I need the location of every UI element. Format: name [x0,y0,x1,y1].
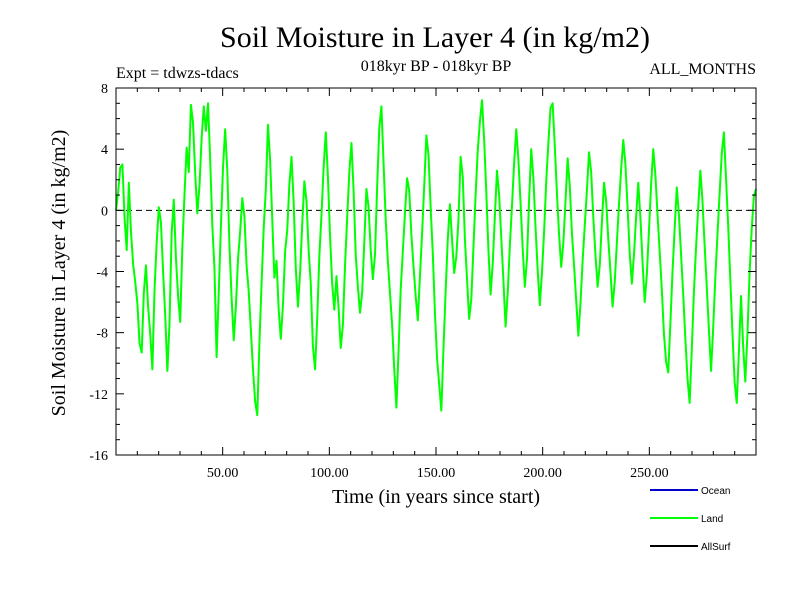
experiment-label: Expt = tdwzs-tdacs [116,65,239,82]
y-tick-label: 8 [101,82,108,97]
x-tick-label: 250.00 [630,466,669,481]
y-tick-label: -12 [89,388,108,403]
series-line-land [115,99,757,417]
y-tick-label: -4 [96,266,108,281]
y-axis-label: Soil Moisture in Layer 4 (in kg/m2) [48,130,70,417]
chart-subtitle: 018kyr BP - 018kyr BP [361,58,512,75]
y-tick-label: 0 [101,204,108,219]
legend-label-ocean: Ocean [701,486,730,497]
x-axis-label: Time (in years since start) [332,486,540,508]
months-label: ALL_MONTHS [649,61,756,78]
y-tick-label: -8 [96,327,108,342]
x-tick-label: 200.00 [523,466,562,481]
y-tick-label: -16 [89,449,108,464]
legend: Ocean Land AllSurf [650,486,731,553]
legend-label-land: Land [701,514,723,525]
x-tick-label: 150.00 [417,466,456,481]
x-tick-label: 50.00 [207,466,239,481]
axis-layer: -16 -12 -8 -4 0 4 8 50.00 100.00 150.00 200.00 250.… [89,82,757,481]
y-tick-label: 4 [101,143,108,158]
chart-title: Soil Moisture in Layer 4 (in kg/m2) [220,21,650,54]
legend-label-allsurf: AllSurf [701,542,731,553]
x-tick-label: 100.00 [310,466,349,481]
plot-layer [115,99,757,417]
